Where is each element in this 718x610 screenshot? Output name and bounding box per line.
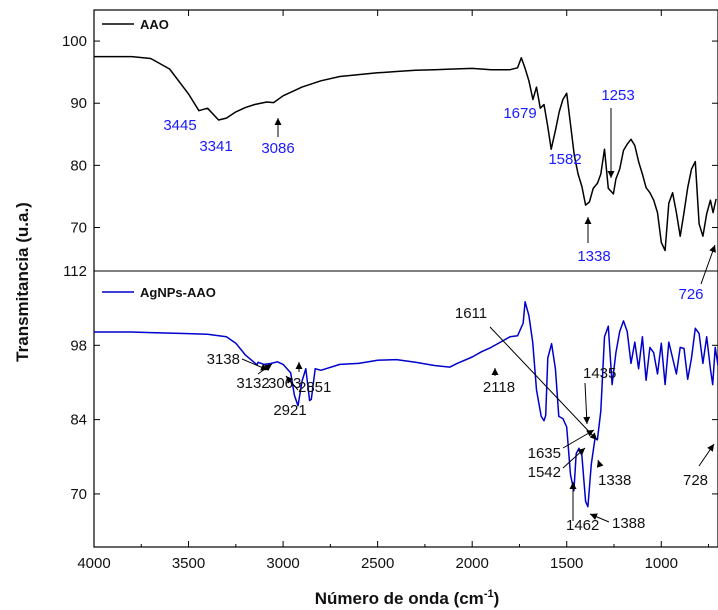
peak-label: 726: [678, 286, 703, 303]
annotation-arrow: [489, 326, 598, 441]
annotation-arrow-head: [596, 460, 604, 468]
x-axis-title-sup: -1: [484, 588, 494, 600]
x-tick-label: 2500: [361, 555, 394, 572]
peak-label: 1253: [601, 87, 634, 104]
peak-label: 1388: [612, 515, 645, 532]
series-line-agnps-aao: [94, 301, 718, 508]
peak-label: 3341: [199, 138, 232, 155]
annotation-arrow-head: [589, 432, 597, 440]
series-line-aao: [94, 55, 717, 252]
peak-label: 2118: [483, 379, 515, 396]
peak-label: 1582: [548, 151, 581, 168]
peak-label: 3138: [207, 351, 240, 368]
annotation-arrow-head: [590, 513, 598, 520]
annotation-arrow-head: [274, 118, 282, 125]
annotation-arrow-head: [583, 416, 591, 424]
annotation-arrow-head: [491, 368, 499, 375]
series-layer: [94, 55, 718, 508]
peak-label: 1338: [598, 472, 631, 489]
peak-label: 3086: [261, 140, 294, 157]
peak-label: 3445: [163, 117, 196, 134]
peak-label: 1542: [528, 464, 561, 481]
legend-bottom-label: AgNPs-AAO: [140, 285, 216, 300]
y-tick-label: 70: [70, 486, 87, 503]
y-tick-label: 80: [70, 157, 87, 174]
annotation-arrow-head: [577, 448, 585, 456]
peak-label: 3063: [268, 375, 301, 392]
peak-label: 2921: [273, 402, 306, 419]
annotation-arrow-head: [260, 364, 268, 371]
x-axis-title-tail: ): [494, 589, 500, 608]
y-tick-label: 90: [70, 95, 87, 112]
annotation-arrow-head: [569, 482, 577, 489]
peak-label: 3132: [236, 375, 269, 392]
y-ticks-bottom: 70 84 98 112: [63, 263, 718, 503]
y-tick-label: 98: [70, 337, 87, 354]
annotation-arrow-head: [584, 217, 592, 224]
plot-frame: [93, 9, 718, 548]
peak-label: 1435: [583, 365, 616, 382]
x-tick-label: 4000: [77, 555, 110, 572]
x-tick-label: 1500: [550, 555, 583, 572]
x-ticks: 4000 3500 3000 2500 2000 1500 1000: [77, 10, 710, 572]
y-tick-label: 100: [62, 33, 87, 50]
annotation-arrow-head: [586, 430, 594, 437]
legend-bottom: AgNPs-AAO: [102, 285, 216, 300]
x-tick-label: 2000: [455, 555, 488, 572]
annotation-arrow-head: [707, 444, 714, 452]
annotation-arrow-head: [286, 376, 294, 384]
x-tick-label: 1000: [645, 555, 678, 572]
y-axis-title: Transmitancia (u.a.): [13, 202, 32, 362]
y-ticks-top: 70 80 90 100: [62, 33, 718, 237]
annotation-arrow-head: [295, 362, 303, 369]
peak-label: 728: [683, 472, 708, 489]
peak-label: 1462: [566, 517, 599, 534]
y-tick-label: 70: [70, 220, 87, 237]
legend-top-label: AAO: [140, 17, 169, 32]
x-tick-label: 3000: [266, 555, 299, 572]
peak-label: 1679: [503, 105, 536, 122]
annotation-arrow-head: [607, 171, 615, 178]
x-tick-label: 3500: [172, 555, 205, 572]
annotation-arrow-head: [264, 364, 272, 371]
legend-top: AAO: [102, 17, 169, 32]
x-axis-title-main: Número de onda (cm: [315, 589, 484, 608]
peak-label: 1635: [528, 445, 561, 462]
peak-label: 1611: [455, 305, 487, 322]
peak-label: 2851: [298, 379, 331, 396]
x-axis-title: Número de onda (cm-1): [315, 588, 500, 608]
y-tick-label: 112: [63, 263, 87, 280]
peak-label: 1338: [577, 248, 610, 265]
annotation-arrow-head: [709, 245, 716, 253]
y-tick-label: 84: [70, 412, 87, 429]
